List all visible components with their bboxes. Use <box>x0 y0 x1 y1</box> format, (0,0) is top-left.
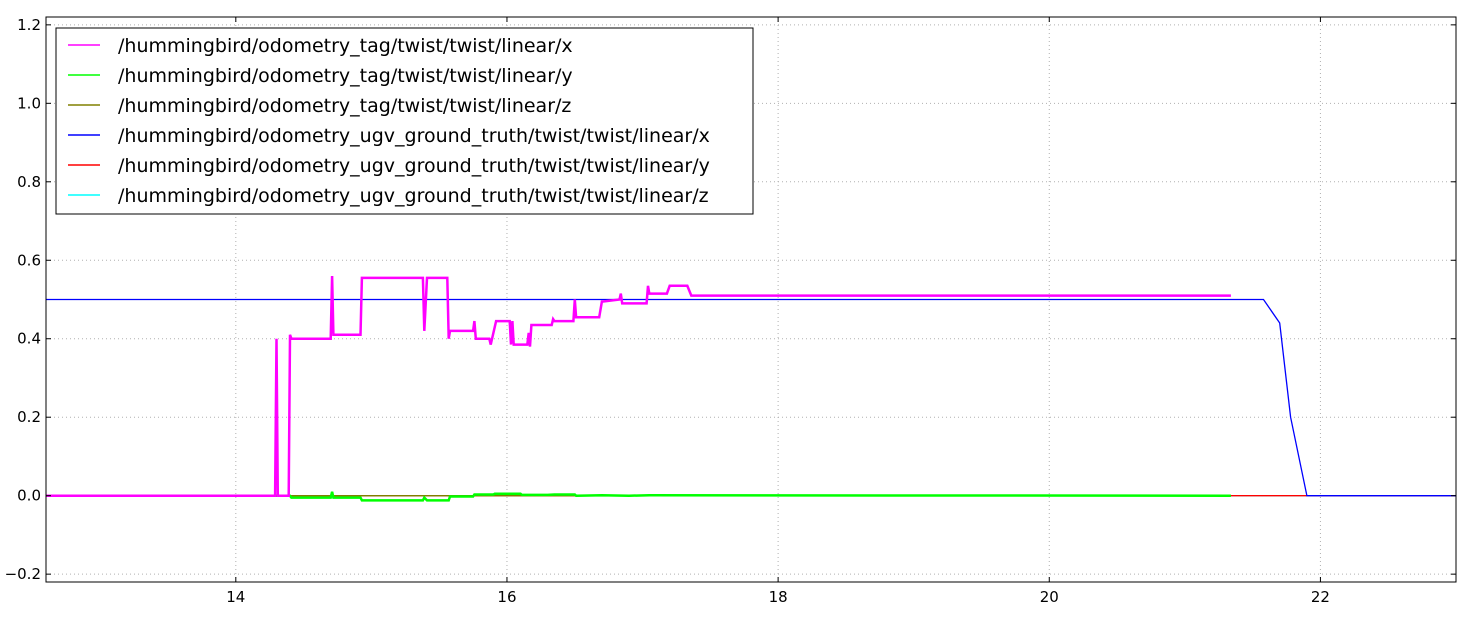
legend-entry-label: /hummingbird/odometry_tag/twist/twist/li… <box>118 35 573 57</box>
axis-ticks: 14 16 18 20 22 −0.2 0.0 0.2 0.4 0.6 0.8 1.0 1.2 <box>5 16 1456 606</box>
plot-frame <box>45 16 1457 583</box>
y-tick-label: 0.6 <box>17 251 41 269</box>
x-tick-label: 20 <box>1040 588 1059 606</box>
x-tick-label: 16 <box>497 588 516 606</box>
y-tick-label: 0.4 <box>17 330 41 348</box>
legend: /hummingbird/odometry_tag/twist/twist/li… <box>55 27 754 215</box>
y-tick-label: 0.8 <box>17 173 41 191</box>
y-tick-label: 0.2 <box>17 408 41 426</box>
series-line-2 <box>46 491 1231 502</box>
y-tick-label: 0.0 <box>17 487 41 505</box>
y-tick-label: 1.0 <box>17 94 41 112</box>
x-tick-label: 22 <box>1311 588 1330 606</box>
x-tick-label: 18 <box>769 588 788 606</box>
series-lines <box>46 275 1456 502</box>
y-tick-label: −0.2 <box>5 565 41 583</box>
legend-box <box>55 27 754 215</box>
series-line-4 <box>46 298 1456 497</box>
x-tick-label: 14 <box>226 588 245 606</box>
legend-entry-label: /hummingbird/odometry_ugv_ground_truth/t… <box>118 125 710 147</box>
y-tick-label: 1.2 <box>17 16 41 34</box>
legend-entry-label: /hummingbird/odometry_tag/twist/twist/li… <box>118 95 571 117</box>
legend-entry-label: /hummingbird/odometry_ugv_ground_truth/t… <box>118 155 710 177</box>
legend-entry-label: /hummingbird/odometry_tag/twist/twist/li… <box>118 65 573 87</box>
legend-entry-label: /hummingbird/odometry_ugv_ground_truth/t… <box>118 185 709 207</box>
series-line-1 <box>46 275 1231 497</box>
